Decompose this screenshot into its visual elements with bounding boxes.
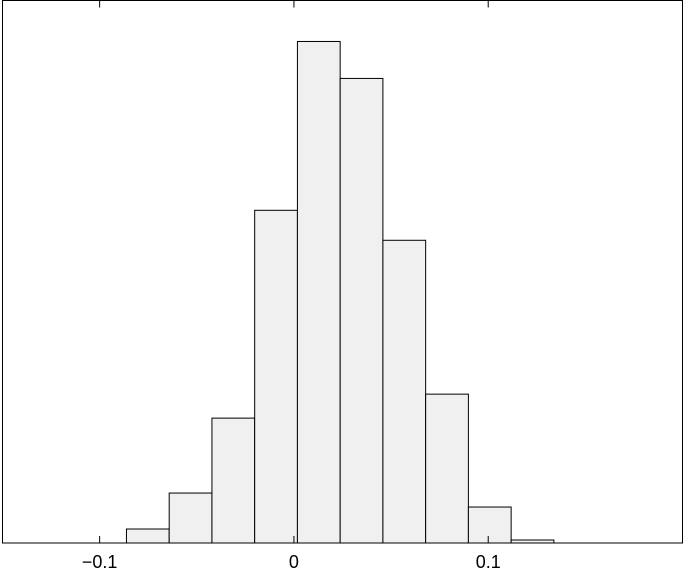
bar [467, 506, 512, 544]
bar [296, 40, 341, 544]
bar [168, 492, 213, 544]
bar [254, 209, 298, 544]
bar [211, 417, 256, 544]
bar [425, 393, 469, 544]
x-tick-label: 0 [289, 552, 299, 572]
bar [510, 539, 555, 544]
bar [382, 239, 427, 544]
bar [125, 528, 170, 544]
x-tick-label: −0.1 [82, 552, 118, 572]
bar [339, 77, 384, 544]
x-tick-label: 0.1 [476, 552, 501, 572]
